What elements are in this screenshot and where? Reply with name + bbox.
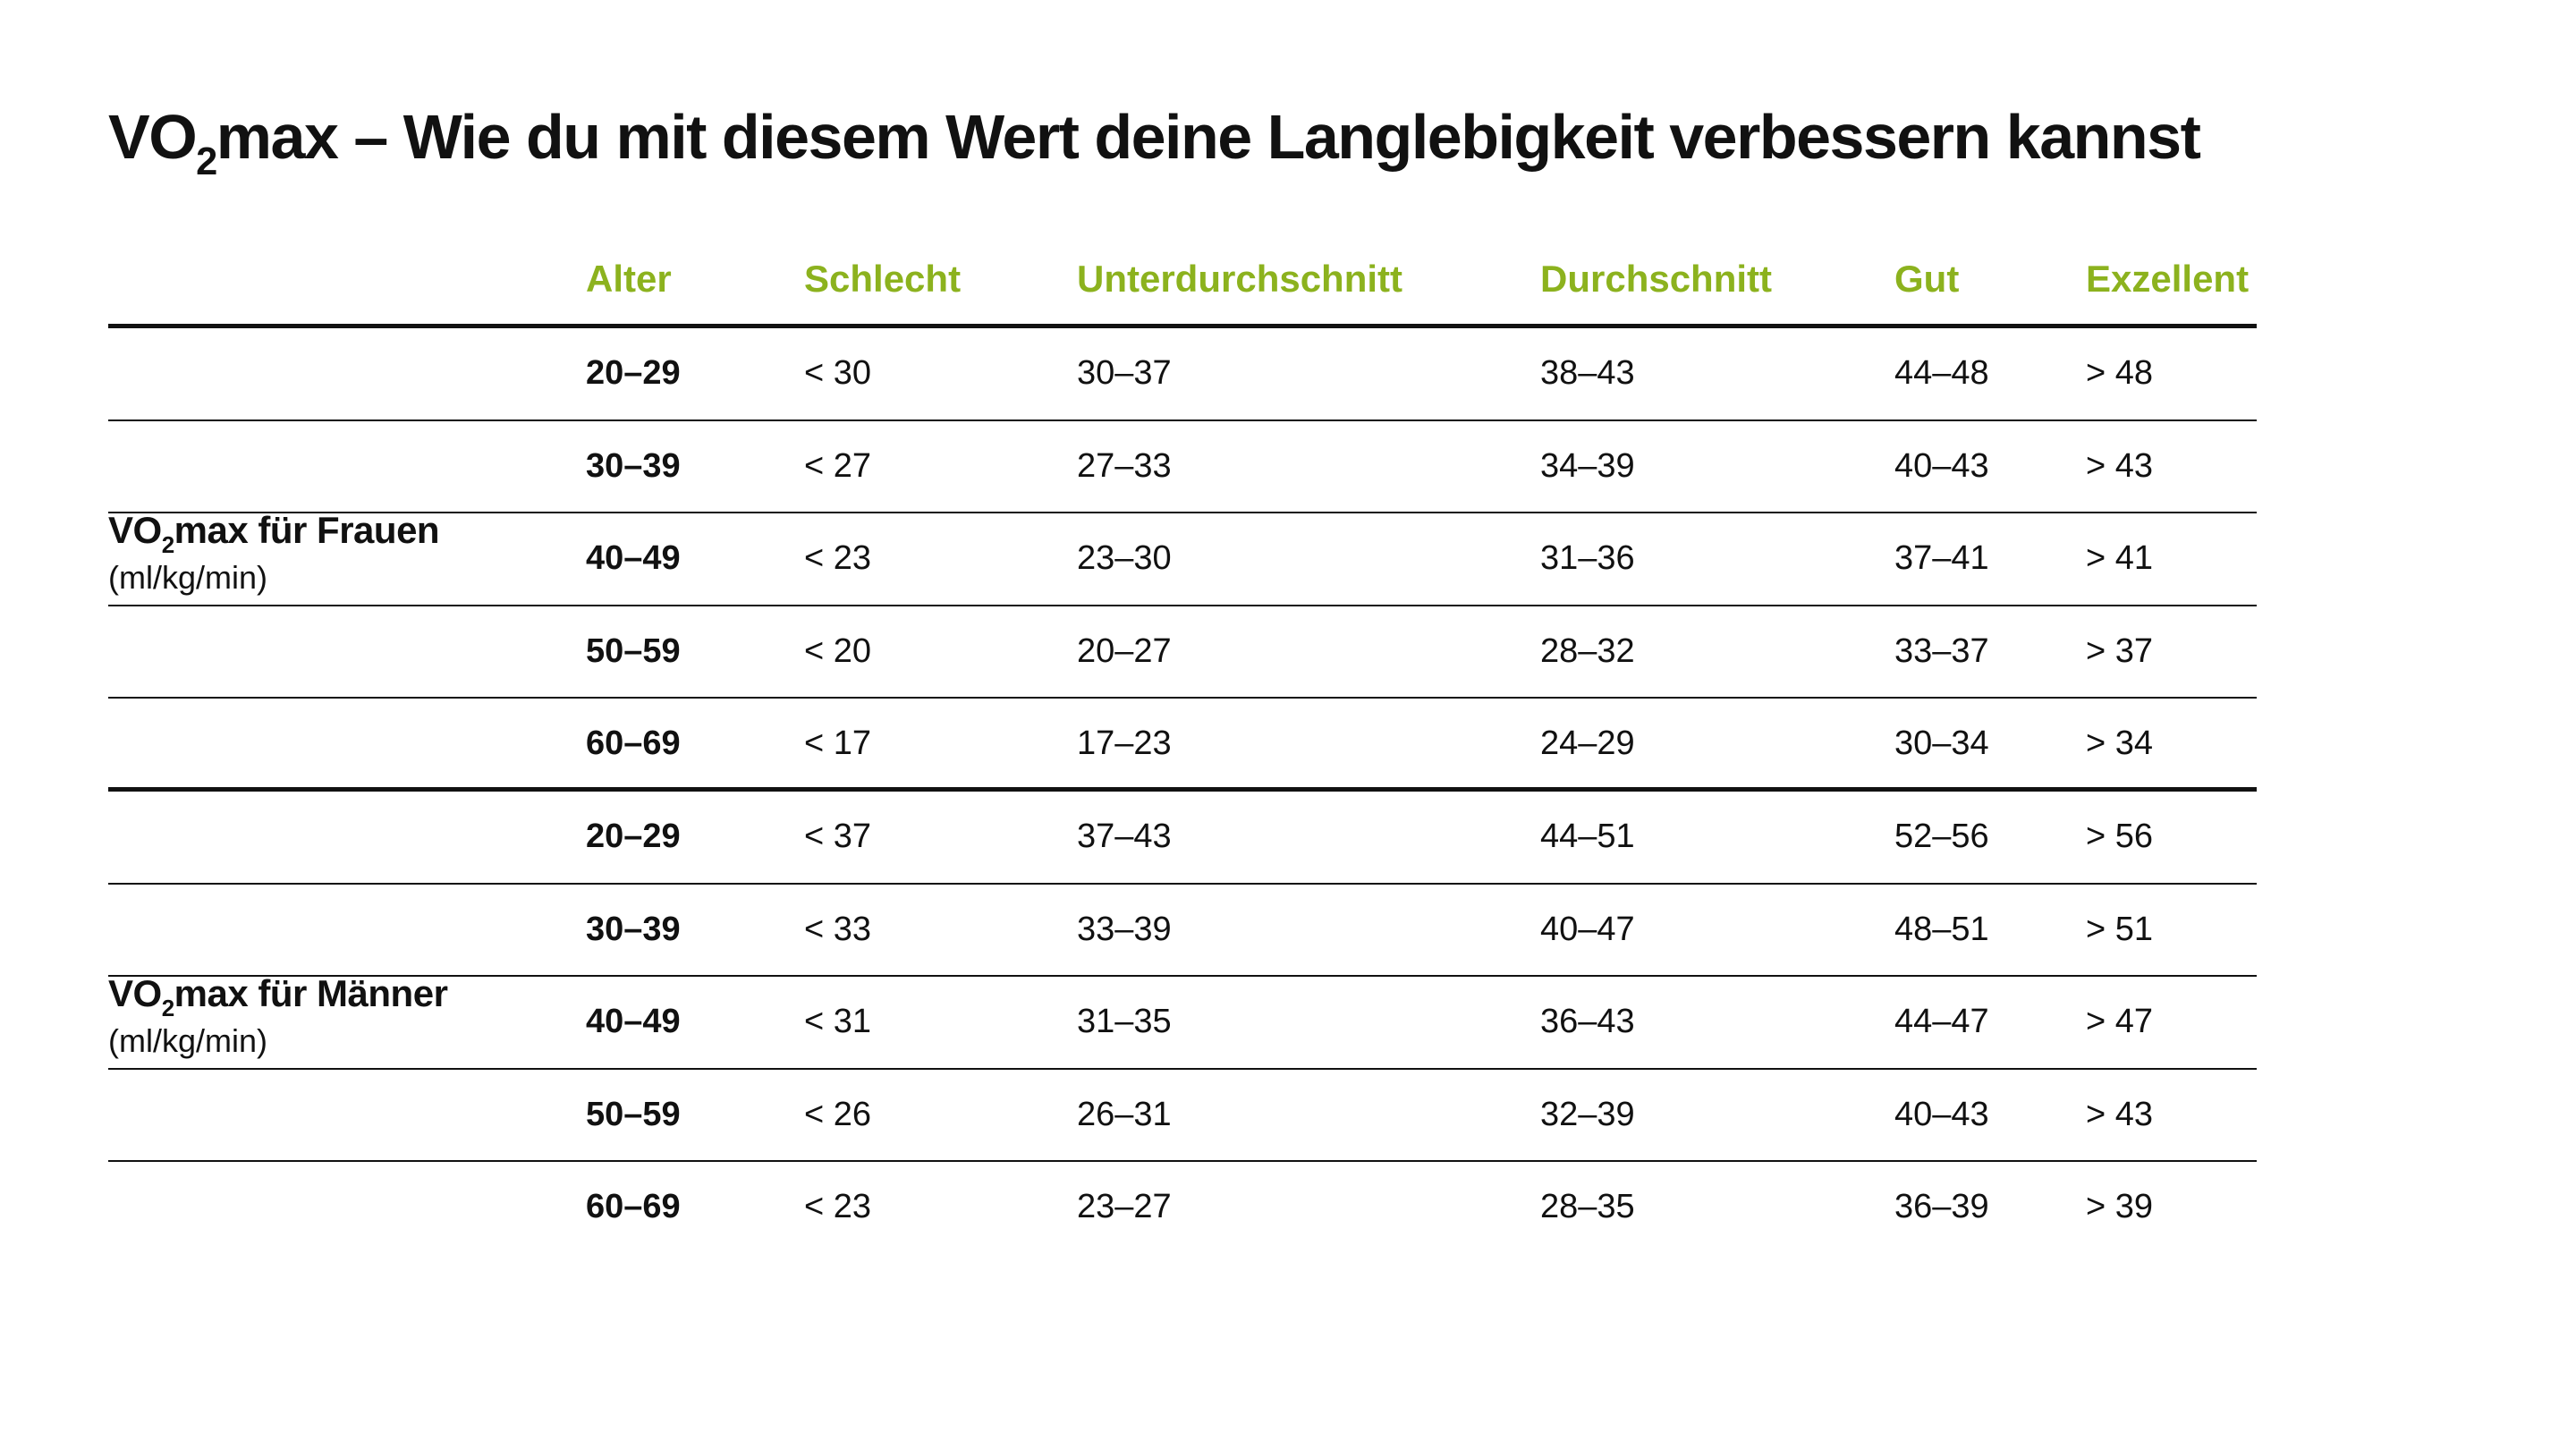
cell-age: 40–49 <box>586 1003 681 1040</box>
cell-unterdurchschnitt: 23–27 <box>1077 1188 1172 1225</box>
group-unit-women: (ml/kg/min) <box>108 559 267 596</box>
cell-age: 30–39 <box>586 447 681 485</box>
cell-schlecht: < 37 <box>804 818 872 855</box>
cell-exzellent: > 34 <box>2086 724 2154 762</box>
table-row: 20–29 < 30 30–37 38–43 44–48 > 48 <box>0 327 2576 420</box>
cell-schlecht: < 26 <box>804 1096 872 1133</box>
cell-age: 50–59 <box>586 632 681 670</box>
cell-unterdurchschnitt: 20–27 <box>1077 632 1172 670</box>
cell-exzellent: > 47 <box>2086 1003 2154 1040</box>
column-header-unterdurchschnitt: Unterdurchschnitt <box>1077 258 1403 300</box>
cell-durchschnitt: 28–35 <box>1540 1188 1635 1225</box>
cell-gut: 30–34 <box>1894 724 1989 762</box>
cell-schlecht: < 17 <box>804 724 872 762</box>
cell-schlecht: < 30 <box>804 354 872 392</box>
cell-exzellent: > 41 <box>2086 539 2154 577</box>
cell-exzellent: > 56 <box>2086 818 2154 855</box>
column-header-alter: Alter <box>586 258 672 300</box>
cell-schlecht: < 33 <box>804 911 872 948</box>
cell-durchschnitt: 36–43 <box>1540 1003 1635 1040</box>
cell-schlecht: < 23 <box>804 1188 872 1225</box>
cell-gut: 44–47 <box>1894 1003 1989 1040</box>
cell-unterdurchschnitt: 17–23 <box>1077 724 1172 762</box>
cell-schlecht: < 20 <box>804 632 872 670</box>
cell-gut: 52–56 <box>1894 818 1989 855</box>
cell-durchschnitt: 32–39 <box>1540 1096 1635 1133</box>
table-row: 60–69 < 17 17–23 24–29 30–34 > 34 <box>0 698 2576 791</box>
row-divider <box>108 1160 2257 1162</box>
cell-exzellent: > 43 <box>2086 447 2154 485</box>
cell-durchschnitt: 28–32 <box>1540 632 1635 670</box>
cell-schlecht: < 27 <box>804 447 872 485</box>
title-rest: max – Wie du mit diesem Wert deine Langl… <box>216 102 2201 172</box>
cell-gut: 36–39 <box>1894 1188 1989 1225</box>
row-divider <box>108 1068 2257 1070</box>
cell-age: 30–39 <box>586 911 681 948</box>
row-divider <box>108 605 2257 606</box>
cell-exzellent: > 48 <box>2086 354 2154 392</box>
cell-age: 20–29 <box>586 818 681 855</box>
cell-exzellent: > 37 <box>2086 632 2154 670</box>
cell-gut: 48–51 <box>1894 911 1989 948</box>
group-unit-men: (ml/kg/min) <box>108 1022 267 1059</box>
cell-durchschnitt: 31–36 <box>1540 539 1635 577</box>
cell-unterdurchschnitt: 33–39 <box>1077 911 1172 948</box>
group-title-men: VO2max für Männer <box>108 972 448 1021</box>
table-row: 50–59 < 26 26–31 32–39 40–43 > 43 <box>0 1069 2576 1162</box>
table-row: 50–59 < 20 20–27 28–32 33–37 > 37 <box>0 606 2576 699</box>
cell-unterdurchschnitt: 30–37 <box>1077 354 1172 392</box>
table-header-row: Alter Schlecht Unterdurchschnitt Durchsc… <box>0 243 2576 315</box>
column-header-schlecht: Schlecht <box>804 258 962 300</box>
table-row: 60–69 < 23 23–27 28–35 36–39 > 39 <box>0 1161 2576 1254</box>
cell-age: 20–29 <box>586 354 681 392</box>
cell-exzellent: > 39 <box>2086 1188 2154 1225</box>
cell-age: 50–59 <box>586 1096 681 1133</box>
cell-gut: 37–41 <box>1894 539 1989 577</box>
cell-durchschnitt: 34–39 <box>1540 447 1635 485</box>
row-divider <box>108 975 2257 977</box>
row-divider <box>108 419 2257 421</box>
column-header-durchschnitt: Durchschnitt <box>1540 258 1773 300</box>
cell-unterdurchschnitt: 31–35 <box>1077 1003 1172 1040</box>
cell-unterdurchschnitt: 26–31 <box>1077 1096 1172 1133</box>
cell-gut: 44–48 <box>1894 354 1989 392</box>
cell-unterdurchschnitt: 37–43 <box>1077 818 1172 855</box>
header-divider <box>108 324 2257 328</box>
row-divider <box>108 512 2257 513</box>
table-row: 40–49 < 31 31–35 36–43 44–47 > 47 <box>0 976 2576 1069</box>
cell-gut: 40–43 <box>1894 1096 1989 1133</box>
table-row: 30–39 < 33 33–39 40–47 48–51 > 51 <box>0 884 2576 977</box>
cell-gut: 33–37 <box>1894 632 1989 670</box>
cell-unterdurchschnitt: 23–30 <box>1077 539 1172 577</box>
column-header-exzellent: Exzellent <box>2086 258 2250 300</box>
page-title: VO2max – Wie du mit diesem Wert deine La… <box>108 97 2201 182</box>
cell-schlecht: < 23 <box>804 539 872 577</box>
cell-durchschnitt: 40–47 <box>1540 911 1635 948</box>
table-row: 20–29 < 37 37–43 44–51 52–56 > 56 <box>0 791 2576 884</box>
group-divider <box>108 787 2257 792</box>
group-label-men: VO2max für Männer (ml/kg/min) <box>108 969 448 1063</box>
row-divider <box>108 697 2257 699</box>
cell-age: 40–49 <box>586 539 681 577</box>
cell-exzellent: > 51 <box>2086 911 2154 948</box>
cell-age: 60–69 <box>586 724 681 762</box>
group-title-women: VO2max für Frauen <box>108 509 440 558</box>
cell-age: 60–69 <box>586 1188 681 1225</box>
cell-durchschnitt: 24–29 <box>1540 724 1635 762</box>
group-label-women: VO2max für Frauen (ml/kg/min) <box>108 505 440 600</box>
cell-durchschnitt: 44–51 <box>1540 818 1635 855</box>
title-subscript: 2 <box>196 140 217 184</box>
table-row: 30–39 < 27 27–33 34–39 40–43 > 43 <box>0 420 2576 513</box>
column-header-gut: Gut <box>1894 258 1960 300</box>
cell-gut: 40–43 <box>1894 447 1989 485</box>
cell-schlecht: < 31 <box>804 1003 872 1040</box>
cell-unterdurchschnitt: 27–33 <box>1077 447 1172 485</box>
cell-durchschnitt: 38–43 <box>1540 354 1635 392</box>
cell-exzellent: > 43 <box>2086 1096 2154 1133</box>
row-divider <box>108 883 2257 885</box>
title-prefix: VO <box>108 102 198 172</box>
table-row: 40–49 < 23 23–30 31–36 37–41 > 41 <box>0 513 2576 606</box>
